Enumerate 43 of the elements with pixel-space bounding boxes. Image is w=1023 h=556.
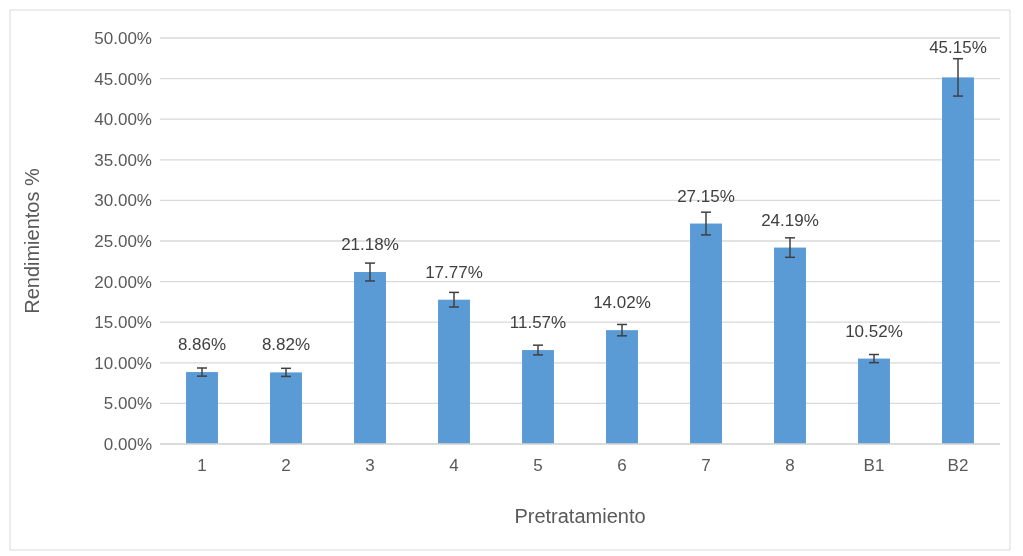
data-label: 8.86% — [177, 335, 227, 355]
y-tick-label: 20.00% — [94, 272, 152, 292]
x-tick-label: 4 — [449, 456, 459, 475]
y-tick-label: 25.00% — [94, 231, 152, 251]
x-tick-label: 6 — [617, 456, 627, 475]
bar — [270, 372, 302, 444]
y-tick-label: 40.00% — [94, 110, 152, 130]
data-label: 17.77% — [425, 262, 483, 282]
bar — [858, 358, 890, 444]
bar — [354, 272, 386, 444]
bar — [606, 330, 638, 444]
y-tick-label: 0.00% — [103, 434, 152, 454]
x-tick-label: B2 — [947, 456, 969, 475]
data-label: 24.19% — [761, 210, 819, 230]
data-label: 45.15% — [929, 37, 987, 57]
x-tick-label: 3 — [365, 456, 375, 475]
y-tick-label: 5.00% — [103, 394, 152, 414]
x-tick-label: B1 — [863, 456, 885, 475]
data-label: 14.02% — [593, 293, 651, 313]
bar — [774, 247, 806, 444]
y-tick-label: 30.00% — [94, 191, 152, 211]
x-tick-label: 8 — [785, 456, 795, 475]
bar — [690, 223, 722, 444]
bar — [942, 77, 974, 444]
y-tick-label: 15.00% — [94, 313, 152, 333]
y-tick-label: 45.00% — [94, 69, 152, 89]
y-tick-label: 35.00% — [94, 150, 152, 170]
x-tick-label: 7 — [701, 456, 711, 475]
x-axis-title: Pretratamiento — [514, 505, 646, 527]
x-tick-label: 1 — [197, 456, 207, 475]
x-tick-label: 5 — [533, 456, 543, 475]
data-label: 10.52% — [845, 321, 903, 341]
bar — [438, 299, 470, 444]
data-label: 21.18% — [341, 235, 399, 255]
x-tick-label: 2 — [281, 456, 291, 475]
y-axis-title: Rendimientos % — [21, 167, 43, 314]
bar — [186, 372, 218, 444]
bar — [522, 350, 554, 444]
y-tick-label: 50.00% — [94, 28, 152, 48]
data-label: 8.82% — [261, 335, 311, 355]
data-label: 27.15% — [677, 186, 735, 206]
y-tick-label: 10.00% — [94, 353, 152, 373]
data-label: 11.57% — [509, 313, 567, 333]
